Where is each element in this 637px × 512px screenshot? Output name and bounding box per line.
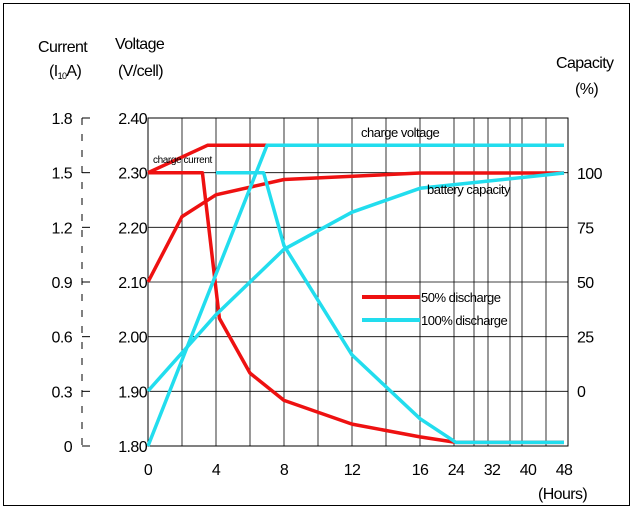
voltage-tick-label: 2.20	[118, 220, 147, 237]
voltage-tick-label: 2.30	[118, 166, 147, 183]
charge-voltage-annotation: charge voltage	[361, 125, 440, 140]
x-tick-label: 0	[144, 462, 153, 479]
x-tick-label: 12	[344, 462, 361, 479]
charge-voltage-line-100	[146, 143, 564, 447]
x-tick-label: 48	[556, 462, 573, 479]
current-tick-label: 1.8	[52, 111, 73, 128]
current-tick-label: 0.6	[52, 330, 73, 347]
axis-ticks: 1.8 1.5 1.2 0.9 0.6 0.3 0 2.40 2.30 2.20 2.10 2.00 1…	[52, 111, 604, 479]
voltage-axis-label: Voltage	[115, 36, 165, 53]
x-tick-label: 32	[484, 462, 501, 479]
x-tick-label: 4	[212, 462, 221, 479]
x-tick-label: 16	[412, 462, 429, 479]
capacity-tick-label: 25	[577, 330, 594, 347]
current-axis-unit: (I10A)	[49, 63, 81, 81]
battery-capacity-annotation: battery capacity	[427, 182, 511, 197]
current-tick-label: 1.5	[52, 166, 73, 183]
charge-current-line-50	[148, 170, 564, 445]
curves	[146, 143, 565, 447]
voltage-tick-label: 1.90	[118, 384, 147, 401]
legend: 50% discharge 100% discharge	[362, 290, 508, 328]
capacity-tick-label: 0	[577, 384, 586, 401]
voltage-tick-label: 2.00	[118, 330, 147, 347]
legend-label-100: 100% discharge	[421, 313, 507, 328]
x-tick-label: 40	[520, 462, 537, 479]
voltage-tick-label: 2.40	[118, 111, 147, 128]
legend-label-50: 50% discharge	[421, 290, 501, 305]
capacity-axis-unit: (%)	[575, 81, 598, 98]
grid	[147, 117, 569, 447]
current-tick-label: 0.3	[52, 384, 73, 401]
current-tick-label: 0	[64, 439, 73, 456]
voltage-axis-unit: (V/cell)	[118, 63, 163, 80]
capacity-tick-label: 100	[577, 166, 603, 183]
x-tick-label: 8	[280, 462, 289, 479]
current-axis-label: Current	[38, 39, 88, 56]
capacity-line-100	[146, 171, 565, 393]
x-axis-label: (Hours)	[538, 486, 587, 503]
capacity-tick-label: 75	[577, 221, 594, 238]
chart-frame	[3, 3, 630, 506]
voltage-tick-label: 1.80	[118, 439, 147, 456]
capacity-tick-label: 50	[577, 275, 594, 292]
current-tick-label: 0.9	[52, 275, 73, 292]
x-tick-label: 24	[448, 462, 465, 479]
capacity-axis-label: Capacity	[556, 55, 614, 72]
charge-current-annotation: charge current	[153, 155, 212, 166]
voltage-tick-label: 2.10	[118, 275, 147, 292]
charge-current-line-100	[216, 170, 564, 445]
current-tick-label: 1.2	[52, 220, 73, 237]
